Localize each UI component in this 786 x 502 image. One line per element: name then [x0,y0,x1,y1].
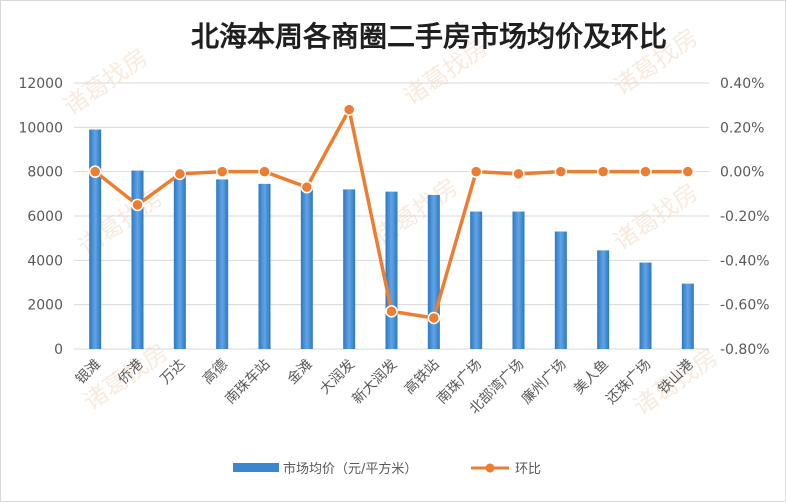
line-point [88,165,102,178]
x-tick-label: 南珠车站 [222,356,274,408]
bar [597,250,610,349]
bar [512,211,525,349]
bar [554,231,567,349]
y-right-tick-label: 0.00% [720,165,764,181]
y-right-tick-label: 0.40% [720,76,764,92]
y-left-tick-label: 6000 [27,209,63,225]
bar [131,170,144,349]
line-point [512,167,525,181]
x-tick-label: 新大润发 [349,357,400,408]
chart-title: 北海本周各商圈二手房市场均价及环比 [191,20,667,53]
line-point [300,180,314,194]
y-left-tick-label: 10000 [18,120,63,136]
y-right-tick-label: -0.20% [720,209,770,225]
legend-swatch-bar [233,463,279,472]
line-point [258,165,271,178]
y-left-tick-label: 8000 [27,165,63,181]
bar [89,129,102,349]
legend-label-mom: 环比 [515,462,541,477]
x-tick-label: 美人鱼 [570,356,612,398]
y-right-tick-label: -0.80% [720,342,770,358]
bar [470,211,483,349]
bar [681,283,694,349]
line-point [554,165,568,178]
y-right-tick-label: 0.20% [720,120,764,136]
line-point [469,165,483,178]
bar [427,194,440,349]
x-tick-label: 廉州广场 [518,356,570,408]
bar [343,189,356,349]
line-point [639,165,652,178]
watermark-text: 诸葛找房 [58,43,153,121]
line-layer [88,103,695,325]
y-right-tick-label: -0.40% [720,253,770,269]
bar [300,186,313,349]
line-point [427,311,441,325]
line-point [131,198,144,212]
watermark-text: 诸葛找房 [608,178,703,256]
line-point [681,165,695,178]
y-left-tick-label: 2000 [27,298,63,314]
bar [258,183,271,349]
x-tick-label: 高德 [199,356,231,388]
x-tick-label: 大润发 [317,357,358,398]
line-point [215,165,229,178]
bar-layer [89,129,694,349]
line-point [596,165,610,178]
x-tick-label: 高铁站 [401,356,443,398]
y-right-tick-label: -0.60% [720,298,770,314]
x-tick-label: 金滩 [285,357,316,388]
y-left-tick-label: 12000 [18,76,63,92]
watermark-text: 诸葛找房 [368,173,463,251]
bar [639,262,652,349]
bar [216,179,229,349]
line-point [342,103,356,116]
bar [173,174,186,349]
legend-label-price: 市场均价（元/平方米） [283,461,417,477]
legend: 市场均价（元/平方米） 环比 [233,461,541,477]
line-point [173,167,187,181]
y-left-tick-label: 0 [54,342,63,358]
y-left-tick-label: 4000 [27,253,63,269]
bar [385,191,398,349]
line-point [385,305,398,318]
legend-swatch-marker [485,463,495,473]
